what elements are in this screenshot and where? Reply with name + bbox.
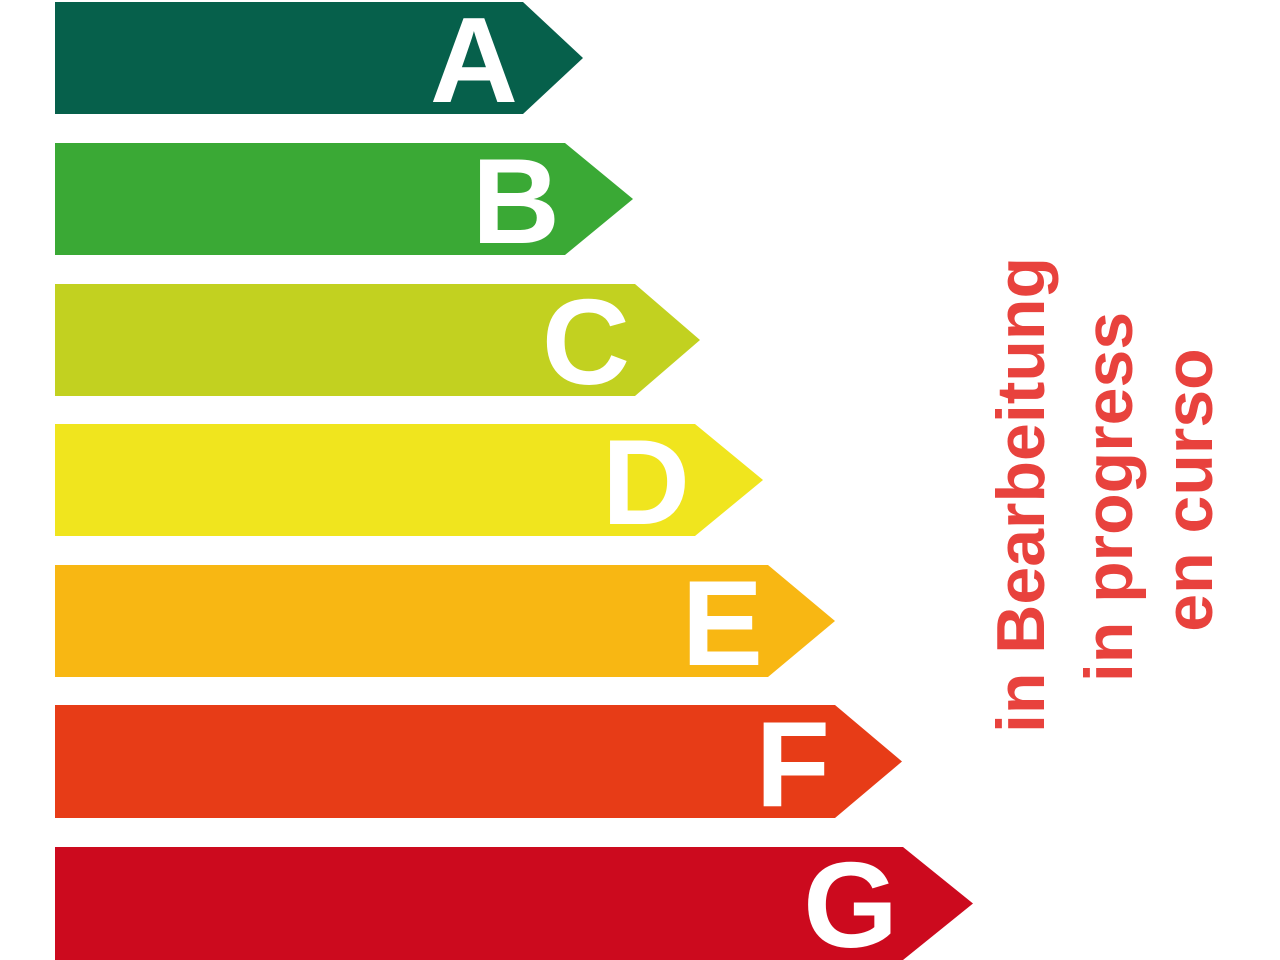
rating-arrow-d	[55, 424, 763, 536]
rating-arrow-e	[55, 565, 835, 677]
rating-label-f: F	[755, 696, 830, 832]
status-annotation: in Bearbeitung in progress en curso	[983, 257, 1227, 733]
rating-label-c: C	[542, 274, 630, 410]
rating-label-a: A	[430, 0, 518, 128]
rating-label-b: B	[472, 133, 560, 269]
rating-label-d: D	[602, 414, 690, 550]
rating-arrows: A B C D E F G	[55, 0, 973, 960]
rating-arrow-b	[55, 143, 633, 255]
rating-label-e: E	[682, 555, 763, 691]
rating-arrow-g	[55, 847, 973, 960]
status-line-german: in Bearbeitung	[983, 257, 1059, 733]
status-line-spanish: en curso	[1151, 348, 1227, 631]
rating-arrow-f	[55, 705, 902, 818]
status-line-english: in progress	[1071, 312, 1147, 682]
rating-arrow-c	[55, 284, 700, 396]
rating-arrow-a	[55, 2, 583, 114]
rating-label-g: G	[803, 837, 898, 960]
